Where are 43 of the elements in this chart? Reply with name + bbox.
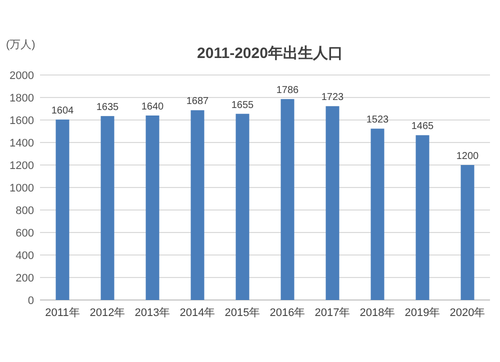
data-label: 1655: [231, 100, 254, 111]
bar: [460, 165, 474, 300]
x-tick-label: 2016年: [270, 307, 306, 319]
bar: [100, 116, 114, 300]
x-tick-label: 2020年: [450, 307, 486, 319]
x-tick-label: 2019年: [404, 307, 440, 319]
data-label: 1640: [141, 102, 164, 112]
y-tick-label: 200: [16, 272, 34, 284]
y-tick-label: 0: [28, 295, 34, 307]
bar: [236, 114, 250, 300]
data-label: 1200: [456, 151, 480, 162]
data-label: 1723: [321, 92, 344, 104]
chart-title: 2011-2020年出生人口: [197, 45, 343, 62]
y-tick-label: 2000: [10, 70, 34, 82]
y-tick-label: 1800: [10, 92, 34, 104]
x-tick-label: 2014年: [180, 307, 216, 319]
y-tick-label: 1600: [10, 115, 34, 127]
bar: [56, 120, 70, 300]
y-tick-label: 600: [16, 228, 34, 240]
x-tick-label: 2012年: [90, 307, 126, 319]
x-tick-label: 2015年: [224, 307, 260, 319]
y-tick-label: 800: [16, 205, 34, 217]
y-tick-label: 1200: [10, 160, 34, 172]
bar: [146, 116, 160, 300]
bar: [326, 106, 340, 300]
x-tick-label: 2013年: [134, 307, 170, 319]
x-tick-label: 2017年: [314, 307, 350, 319]
y-tick-label: 1000: [10, 182, 34, 194]
y-tick-label: 1400: [10, 138, 34, 150]
bar: [370, 128, 384, 300]
data-label: 1604: [51, 106, 74, 117]
bar: [190, 110, 204, 300]
x-tick-label: 2018年: [360, 307, 396, 319]
y-tick-label: 400: [16, 250, 34, 262]
bar: [280, 99, 294, 300]
bar: [416, 135, 430, 300]
data-label: 1786: [276, 85, 300, 96]
y-axis-title: (万人): [6, 39, 36, 51]
data-label: 1687: [186, 96, 210, 108]
data-label: 1523: [366, 114, 390, 126]
data-label: 1635: [96, 102, 120, 114]
x-tick-label: 2011年: [45, 307, 80, 319]
data-label: 1465: [411, 121, 434, 132]
